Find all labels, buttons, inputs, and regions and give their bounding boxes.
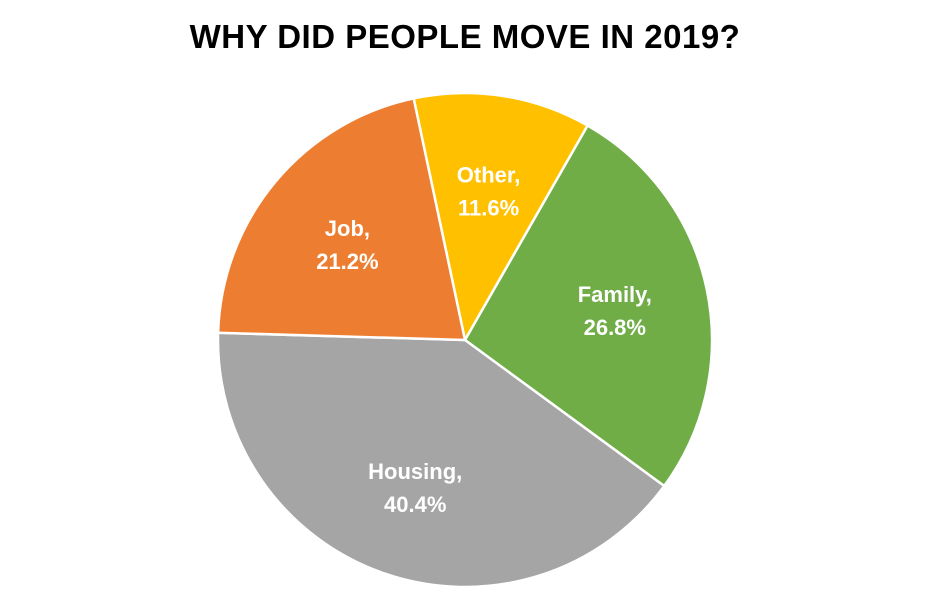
pie-slice-housing: [216, 331, 666, 589]
pie-label-name: Housing,: [368, 459, 462, 484]
pie-label-value: 11.6%: [458, 196, 519, 221]
pie-label-name: Other,: [457, 163, 521, 188]
pie-labels: Other, 11.6% Family, 26.8% Housing, 40.4% Job,…: [316, 163, 652, 517]
pie-label-job: Job, 21.2%: [316, 216, 378, 274]
chart-title: WHY DID PEOPLE MOVE IN 2019?: [189, 18, 741, 55]
pie-label-other: Other, 11.6%: [457, 163, 521, 221]
pie-label-name: Family,: [578, 282, 652, 307]
pie-slice-family: [463, 124, 714, 488]
pie-slices: [216, 91, 714, 589]
pie-slice-other: [412, 91, 589, 342]
pie-label-value: 26.8%: [584, 315, 646, 340]
pie-label-name: Job,: [325, 216, 370, 241]
pie-label-value: 21.2%: [316, 249, 378, 274]
pie-label-value: 40.4%: [384, 492, 446, 517]
pie-label-housing: Housing, 40.4%: [368, 459, 462, 517]
pie-label-family: Family, 26.8%: [578, 282, 652, 340]
pie-slice-job: [216, 97, 467, 342]
